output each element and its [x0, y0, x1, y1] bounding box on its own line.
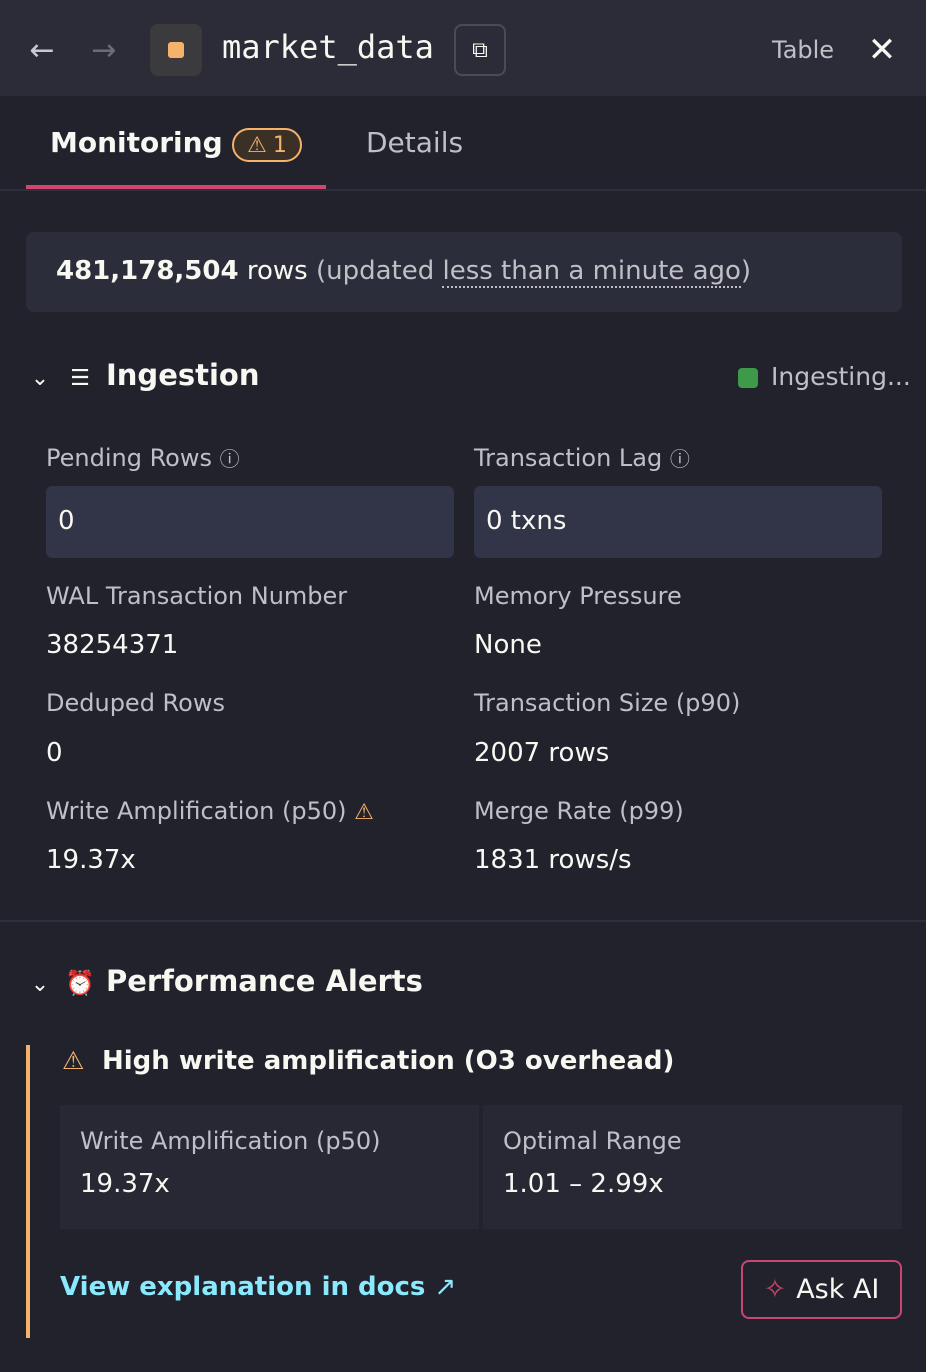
- type-label: Table: [772, 36, 835, 64]
- info-icon: ⓘ: [219, 447, 240, 471]
- alarm-icon: ⏰: [65, 969, 95, 997]
- table-title: market_data: [222, 28, 434, 66]
- metric-label: Deduped Rows: [46, 689, 225, 717]
- external-link-icon: ↗: [434, 1272, 457, 1302]
- cell-label: Optimal Range: [503, 1127, 682, 1155]
- metric-value: 2007 rows: [474, 738, 610, 768]
- cell-value: 19.37x: [80, 1169, 170, 1199]
- cell-label: Write Amplification (p50): [80, 1127, 381, 1155]
- warning-icon: ⚠: [247, 132, 267, 158]
- transaction-lag-value: 0 txns: [474, 486, 882, 558]
- ask-ai-button[interactable]: ✧ Ask AI: [741, 1260, 902, 1319]
- metric-label: Merge Rate (p99): [474, 797, 684, 825]
- sparkle-icon: ✧: [763, 1274, 787, 1305]
- close-icon[interactable]: ✕: [867, 30, 897, 70]
- status-indicator: [738, 368, 758, 388]
- alert-cell: Write Amplification (p50) 19.37x: [60, 1105, 479, 1229]
- tab-details[interactable]: Details: [366, 126, 464, 159]
- updated-suffix: ): [740, 256, 752, 286]
- ingestion-title: Ingestion: [106, 358, 260, 392]
- alert-details: Write Amplification (p50) 19.37x Optimal …: [60, 1105, 902, 1229]
- metric-value: 0: [46, 738, 63, 768]
- alerts-title: Performance Alerts: [106, 964, 423, 998]
- transaction-lag-label: Transaction Lag ⓘ: [474, 444, 690, 472]
- warning-badge: ⚠ 1: [232, 128, 302, 162]
- alert-cell: Optimal Range 1.01 – 2.99x: [483, 1105, 902, 1229]
- warning-icon: ⚠: [354, 800, 374, 825]
- pending-rows-label: Pending Rows ⓘ: [46, 444, 240, 472]
- copy-icon[interactable]: ⧉: [454, 24, 506, 76]
- ask-ai-label: Ask AI: [796, 1274, 880, 1305]
- pending-rows-value: 0: [46, 486, 454, 558]
- alert-title: High write amplification (O3 overhead): [102, 1046, 675, 1076]
- tab-bar: Monitoring ⚠ 1 Details: [0, 96, 926, 191]
- metric-label: Memory Pressure: [474, 582, 682, 610]
- row-count-card: 481,178,504 rows (updated less than a mi…: [26, 232, 902, 312]
- chevron-down-icon[interactable]: ⌄: [30, 365, 50, 391]
- table-icon: [150, 24, 202, 76]
- row-unit: rows: [246, 256, 308, 286]
- badge-count: 1: [272, 132, 287, 158]
- row-count: 481,178,504: [56, 256, 239, 286]
- alert-accent-bar: [26, 1045, 30, 1338]
- warning-icon: ⚠: [62, 1046, 85, 1075]
- tab-monitoring[interactable]: Monitoring: [50, 126, 223, 159]
- metric-label: WAL Transaction Number: [46, 582, 348, 610]
- back-arrow-icon[interactable]: ←: [29, 32, 55, 68]
- metric-value: 38254371: [46, 630, 179, 660]
- cell-value: 1.01 – 2.99x: [503, 1169, 664, 1199]
- metric-label: Transaction Size (p90): [474, 689, 741, 717]
- ingestion-icon: ☰: [70, 365, 90, 391]
- info-icon: ⓘ: [669, 447, 690, 471]
- updated-time[interactable]: less than a minute ago: [442, 256, 741, 288]
- updated-prefix: (updated: [315, 256, 435, 286]
- divider: [0, 920, 926, 922]
- chevron-down-icon[interactable]: ⌄: [30, 971, 50, 997]
- metric-value: 1831 rows/s: [474, 845, 632, 875]
- docs-link[interactable]: View explanation in docs ↗: [60, 1272, 457, 1302]
- active-tab-indicator: [26, 185, 326, 189]
- metric-label: Write Amplification (p50) ⚠: [46, 797, 374, 825]
- metric-value: 19.37x: [46, 845, 136, 875]
- forward-arrow-icon[interactable]: →: [91, 32, 117, 68]
- header: ← → market_data ⧉ Table ✕: [0, 0, 926, 96]
- ingestion-status: Ingesting...: [771, 362, 911, 391]
- metric-value: None: [474, 630, 542, 660]
